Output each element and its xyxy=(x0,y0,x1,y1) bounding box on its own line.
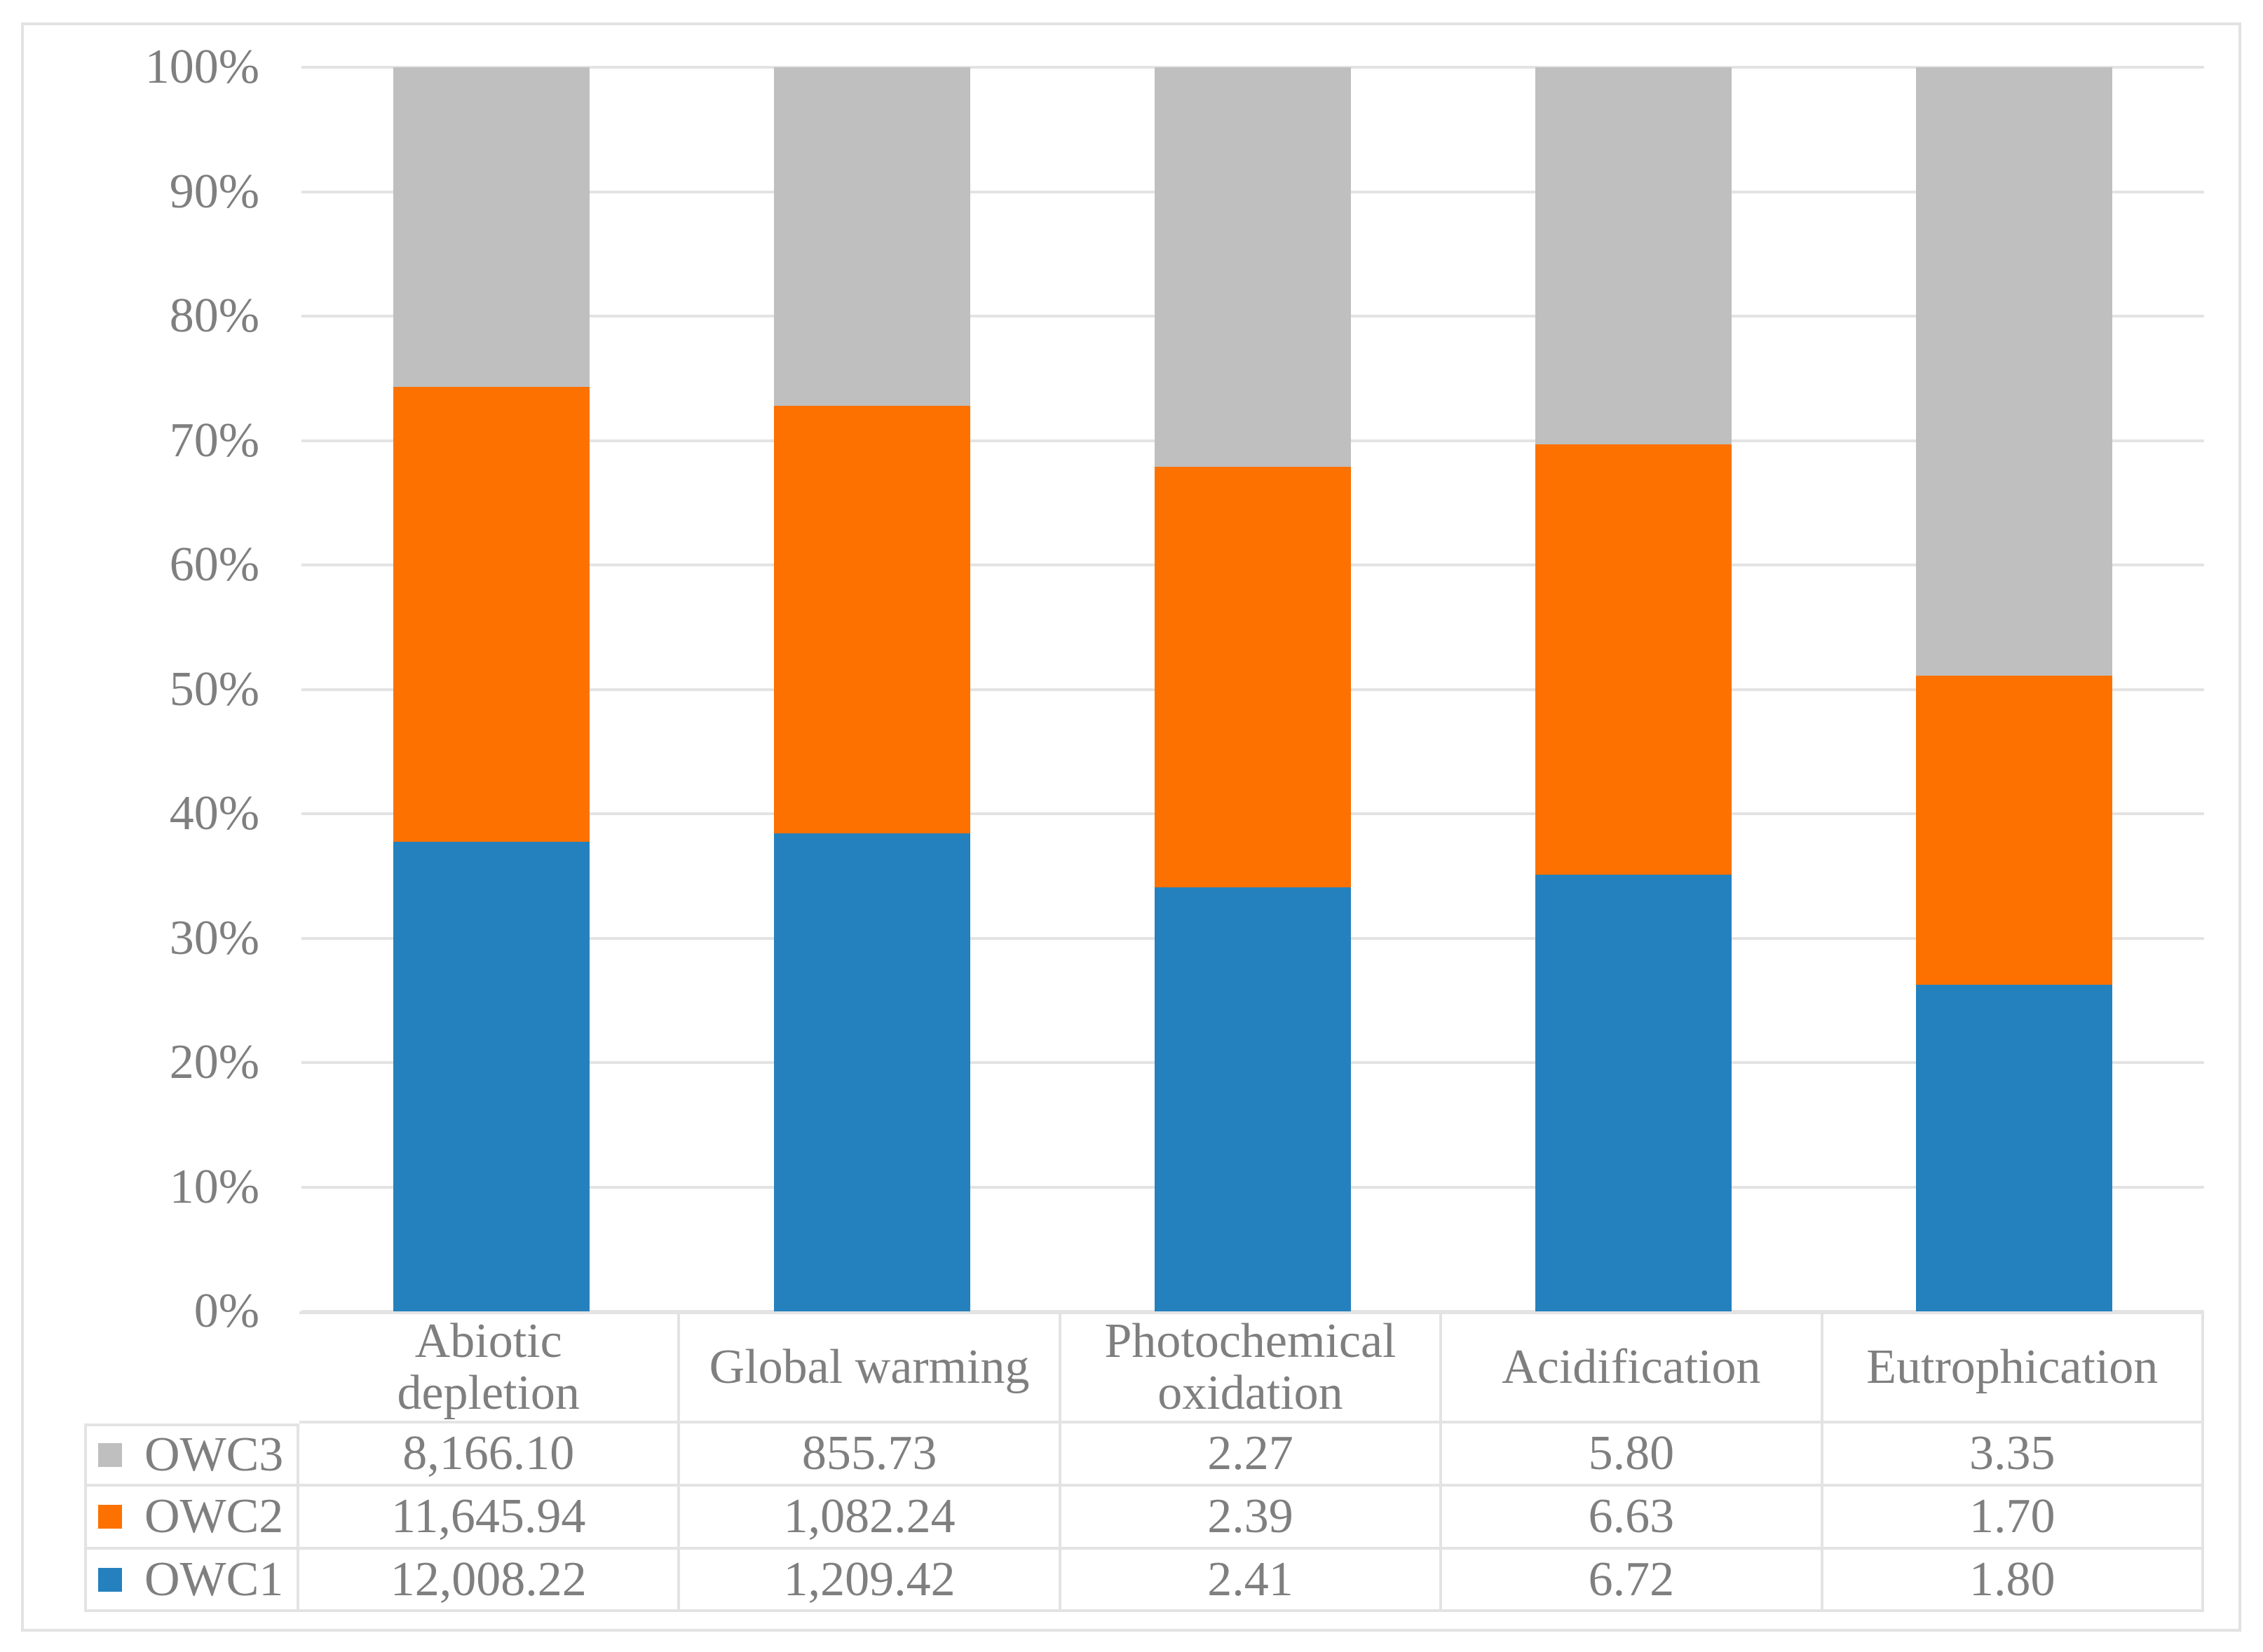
bar-segment-owc3-global-warming xyxy=(774,67,971,406)
table-cell-owc2-photochemical: 2.39 xyxy=(1061,1487,1443,1550)
y-axis-tick-label-60%: 60% xyxy=(169,538,259,592)
bar-segment-owc2-acidification xyxy=(1535,444,1732,875)
column-header-photochemical-oxidation: Photochemical oxidation xyxy=(1061,1311,1443,1424)
legend-item-owc2: OWC2 xyxy=(84,1487,299,1550)
y-axis-tick-label-40%: 40% xyxy=(169,786,259,840)
bar-segment-owc1-acidification xyxy=(1535,875,1732,1311)
y-axis-tick-label-100%: 100% xyxy=(144,40,259,94)
bar-segment-owc1-abiotic-depletion xyxy=(393,842,590,1311)
column-header-acidification: Acidification xyxy=(1442,1311,1823,1424)
table-cell-owc2-eutrophication: 1.70 xyxy=(1823,1487,2204,1550)
bar-segment-owc2-global-warming xyxy=(774,405,971,833)
stacked-bar-abiotic-depletion xyxy=(393,67,590,1311)
bar-segment-owc2-abiotic-depletion xyxy=(393,386,590,842)
data-table: Abiotic depletion Global warming Photoch… xyxy=(84,1311,2204,1612)
legend-label-owc3: OWC3 xyxy=(144,1428,284,1482)
bar-segment-owc3-eutrophication xyxy=(1915,67,2112,676)
bar-segment-owc3-abiotic-depletion xyxy=(393,67,590,387)
bar-segment-owc2-eutrophication xyxy=(1915,676,2112,985)
y-axis-tick-label-0%: 0% xyxy=(193,1284,259,1338)
legend-item-owc3: OWC3 xyxy=(84,1424,299,1487)
legend-swatch-owc2-icon xyxy=(98,1505,122,1529)
y-axis-tick-label-20%: 20% xyxy=(169,1035,259,1089)
y-axis-tick-label-10%: 10% xyxy=(169,1159,259,1214)
bar-segment-owc1-photochemical-oxidation xyxy=(1155,887,1351,1311)
stacked-bar-acidification xyxy=(1535,67,1732,1311)
table-cell-owc1-abiotic: 12,008.22 xyxy=(299,1550,681,1612)
table-cell-owc3-photochemical: 2.27 xyxy=(1061,1424,1443,1487)
column-header-eutrophication: Eutrophication xyxy=(1823,1311,2204,1424)
table-cell-owc3-acidification: 5.80 xyxy=(1442,1424,1823,1487)
y-axis-tick-label-50%: 50% xyxy=(169,662,259,716)
column-header-abiotic-depletion: Abiotic depletion xyxy=(299,1311,681,1424)
legend-swatch-owc3-icon xyxy=(98,1443,122,1467)
y-axis-tick-label-80%: 80% xyxy=(169,289,259,343)
legend-item-owc1: OWC1 xyxy=(84,1550,299,1612)
column-header-global-warming: Global warming xyxy=(680,1311,1061,1424)
table-cell-owc1-eutrophication: 1.80 xyxy=(1823,1550,2204,1612)
chart-frame xyxy=(21,22,2241,1632)
table-corner-empty-cell xyxy=(84,1311,299,1424)
table-cell-owc3-abiotic: 8,166.10 xyxy=(299,1424,681,1487)
table-cell-owc3-global-warming: 855.73 xyxy=(680,1424,1061,1487)
y-axis-tick-label-30%: 30% xyxy=(169,910,259,965)
table-cell-owc1-global-warming: 1,209.42 xyxy=(680,1550,1061,1612)
bar-segment-owc3-photochemical-oxidation xyxy=(1155,67,1351,467)
table-cell-owc1-acidification: 6.72 xyxy=(1442,1550,1823,1612)
stacked-bar-photochemical-oxidation xyxy=(1155,67,1351,1311)
legend-swatch-owc1-icon xyxy=(98,1567,122,1592)
table-cell-owc1-photochemical: 2.41 xyxy=(1061,1550,1443,1612)
legend-label-owc1: OWC1 xyxy=(144,1552,284,1606)
table-cell-owc2-global-warming: 1,082.24 xyxy=(680,1487,1061,1550)
bar-segment-owc1-eutrophication xyxy=(1915,984,2112,1311)
y-axis-tick-label-70%: 70% xyxy=(169,413,259,467)
table-cell-owc2-abiotic: 11,645.94 xyxy=(299,1487,681,1550)
bar-segment-owc1-global-warming xyxy=(774,833,971,1311)
table-cell-owc2-acidification: 6.63 xyxy=(1442,1487,1823,1550)
bar-segment-owc3-acidification xyxy=(1535,67,1732,444)
stacked-bar-eutrophication xyxy=(1915,67,2112,1311)
legend-label-owc2: OWC2 xyxy=(144,1489,284,1543)
bar-segment-owc2-photochemical-oxidation xyxy=(1155,466,1351,887)
y-axis-tick-label-90%: 90% xyxy=(169,164,259,219)
table-cell-owc3-eutrophication: 3.35 xyxy=(1823,1424,2204,1487)
stacked-bar-global-warming xyxy=(774,67,971,1311)
